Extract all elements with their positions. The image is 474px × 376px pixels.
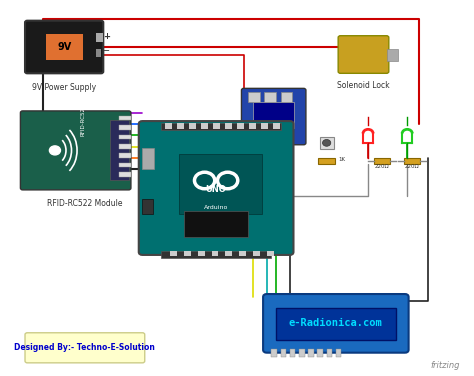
Bar [119,163,131,167]
Bar [249,123,256,129]
Bar [213,123,220,129]
Bar [165,123,173,129]
Bar [261,123,268,129]
Bar [184,211,248,237]
Bar [237,123,244,129]
Bar [143,148,154,169]
Bar [239,251,246,256]
Bar [336,349,341,357]
FancyBboxPatch shape [263,294,409,353]
Bar [96,33,103,42]
Bar [161,251,272,258]
Bar [161,123,281,130]
Circle shape [49,146,61,155]
Bar [319,158,335,164]
Bar [281,349,286,357]
Text: e-Radionica.com: e-Radionica.com [289,318,383,328]
FancyBboxPatch shape [241,88,306,145]
Bar [190,123,196,129]
Bar [119,125,131,130]
Bar [225,123,232,129]
Text: 9V: 9V [57,42,71,52]
Bar [386,49,398,61]
Text: RFID-RC522: RFID-RC522 [80,104,85,136]
Bar [253,102,294,128]
Text: +: + [103,32,110,41]
Text: −: − [102,46,110,56]
Bar [318,349,323,357]
FancyBboxPatch shape [25,333,145,363]
FancyBboxPatch shape [139,121,293,255]
Circle shape [322,139,331,146]
Bar [211,251,219,256]
Bar [253,251,260,256]
Bar [374,158,390,164]
Bar [119,172,131,177]
FancyBboxPatch shape [20,111,131,190]
Text: RFID-RC522 Module: RFID-RC522 Module [47,199,123,208]
Bar [299,349,304,357]
Bar [248,92,260,102]
Text: 1K: 1K [338,157,345,162]
Bar [119,135,131,139]
Bar [267,251,273,256]
Text: fritzing: fritzing [431,361,460,370]
Bar [403,158,420,164]
Bar [143,199,153,214]
Bar [320,137,334,149]
FancyBboxPatch shape [338,36,389,73]
Text: 220Ω: 220Ω [374,164,389,169]
Text: Arduino: Arduino [204,205,228,210]
Bar [327,349,332,357]
Bar [170,251,177,256]
Bar [308,349,314,357]
Text: 9V Power Supply: 9V Power Supply [32,83,96,92]
Bar [184,251,191,256]
Bar [177,123,184,129]
Bar [273,123,280,129]
Bar [281,92,292,102]
Bar [290,349,295,357]
Text: Solenoid Lock: Solenoid Lock [337,81,390,90]
Bar [119,116,131,120]
Bar [110,120,128,180]
Bar [96,49,101,57]
Bar [272,349,277,357]
Text: 220Ω: 220Ω [404,164,419,169]
Bar [201,123,208,129]
Bar [225,251,232,256]
FancyBboxPatch shape [25,21,103,73]
Bar [198,251,205,256]
Text: Designed By:- Techno-E-Solution: Designed By:- Techno-E-Solution [14,343,155,352]
Bar [119,144,131,149]
Bar [264,92,276,102]
Bar [46,34,82,60]
Bar [179,154,262,214]
Bar [276,308,396,340]
Text: UNO: UNO [206,185,227,194]
Bar [119,153,131,158]
